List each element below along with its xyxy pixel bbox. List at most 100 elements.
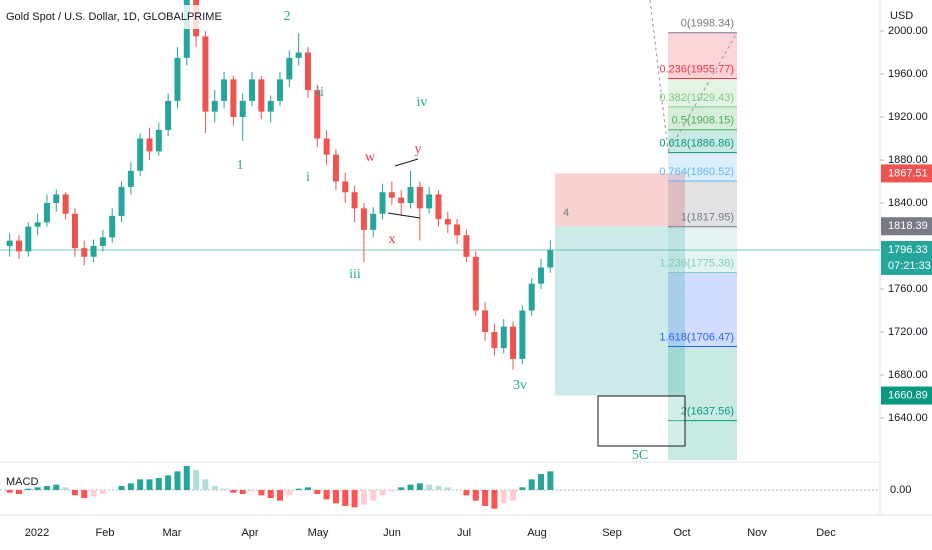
price-label-bg	[881, 217, 932, 236]
x-tick-label: Dec	[816, 527, 836, 539]
candle-body	[202, 36, 209, 112]
macd-bar	[510, 490, 517, 501]
candle-body	[360, 208, 367, 230]
y-tick-label: 1960.00	[888, 68, 928, 80]
candle-body	[155, 129, 162, 152]
fib-label: 1(1817.95)	[681, 212, 734, 224]
macd-bar	[407, 484, 414, 490]
last-price: 1796.33	[888, 244, 928, 256]
macd-bar	[538, 474, 545, 490]
macd-bar	[482, 490, 489, 506]
macd-bar	[519, 487, 526, 490]
macd-bar	[71, 490, 78, 496]
candle-body	[239, 100, 246, 117]
triangle-line	[394, 158, 419, 167]
macd-bar	[332, 490, 339, 504]
wave-label: w	[365, 150, 376, 165]
candle-body	[53, 194, 60, 203]
macd-bar	[25, 488, 32, 490]
candle-body	[528, 283, 535, 311]
candle-body	[388, 192, 395, 198]
x-tick-label: Nov	[747, 527, 767, 539]
macd-bar	[230, 490, 237, 493]
macd-bar	[463, 490, 470, 496]
y-tick-label: 1640.00	[888, 412, 928, 424]
fib-trend	[667, 32, 738, 153]
candle-body	[500, 326, 507, 349]
macd-bar	[258, 490, 265, 496]
candle-body	[118, 186, 125, 216]
macd-bar	[34, 487, 41, 490]
macd-bar	[165, 475, 172, 490]
target-zone	[555, 226, 685, 396]
candle-body	[342, 181, 349, 193]
wave-label: y	[415, 142, 422, 157]
fib-label: 0.5(1908.15)	[672, 115, 734, 127]
macd-bar	[81, 490, 88, 498]
candle-body	[398, 197, 405, 203]
y-tick-label: 1880.00	[888, 154, 928, 166]
box	[597, 395, 686, 447]
candle-body	[174, 57, 181, 101]
candle-body	[538, 267, 545, 284]
fib-label: 1.618(1706.47)	[659, 331, 734, 343]
macd-bar	[547, 471, 554, 490]
wave-label: iv	[417, 95, 428, 110]
y-tick-label: 1760.00	[888, 283, 928, 295]
macd-bar	[6, 490, 13, 493]
title-bg	[0, 5, 245, 29]
candle-body	[43, 203, 50, 223]
macd-bar	[342, 490, 349, 506]
candle-body	[137, 138, 144, 171]
triangle-line	[387, 212, 421, 219]
macd-bar	[444, 487, 451, 490]
wave-label: 3v	[513, 378, 527, 393]
x-tick-label: Sep	[602, 527, 622, 539]
candle-body	[62, 194, 69, 214]
fib-label: 0.236(1955.77)	[659, 63, 734, 75]
candle-body	[472, 256, 479, 311]
price-label: 1818.39	[888, 220, 928, 232]
y-tick-label: 1720.00	[888, 326, 928, 338]
candle-body	[25, 226, 32, 252]
wave-label: 5C	[632, 448, 648, 463]
macd-bar	[528, 479, 535, 490]
last-price-bg	[881, 240, 932, 275]
fib-label: 2(1637.56)	[681, 406, 734, 418]
candle-body	[109, 215, 116, 238]
y-tick-label: 1680.00	[888, 369, 928, 381]
macd-zero-label: 0.00	[890, 484, 911, 496]
candle-body	[416, 186, 423, 209]
macd-bar	[379, 490, 386, 496]
macd-bar	[351, 490, 358, 508]
x-tick-label: Mar	[163, 527, 182, 539]
position-label: 4	[563, 207, 569, 219]
y-tick-label: 2000.00	[888, 25, 928, 37]
macd-bar	[239, 490, 246, 494]
candle-body	[454, 224, 461, 236]
macd-bar	[435, 486, 442, 490]
currency: USD	[890, 10, 913, 22]
candle-body	[258, 79, 265, 112]
macd-bar	[398, 487, 405, 490]
fib-label: 0.382(1929.43)	[659, 92, 734, 104]
fib-band	[668, 346, 737, 421]
x-tick-label: Jul	[457, 527, 471, 539]
macd-bar	[426, 484, 433, 490]
candle-body	[547, 249, 554, 268]
macd-bar	[314, 490, 321, 494]
macd-bar	[202, 479, 209, 490]
x-tick-label: Feb	[96, 527, 115, 539]
candle-body	[146, 138, 153, 152]
candle-body	[99, 237, 106, 246]
candle-body	[71, 213, 78, 249]
x-tick-label: Oct	[673, 527, 690, 539]
macd-bar	[211, 486, 218, 490]
macd-bar	[267, 490, 274, 498]
macd-bar	[53, 484, 60, 490]
candle-body	[6, 240, 13, 246]
macd-bar	[388, 490, 395, 492]
price-label-bg	[881, 164, 932, 183]
title: Gold Spot / U.S. Dollar, 1D, GLOBALPRIME	[6, 11, 222, 23]
